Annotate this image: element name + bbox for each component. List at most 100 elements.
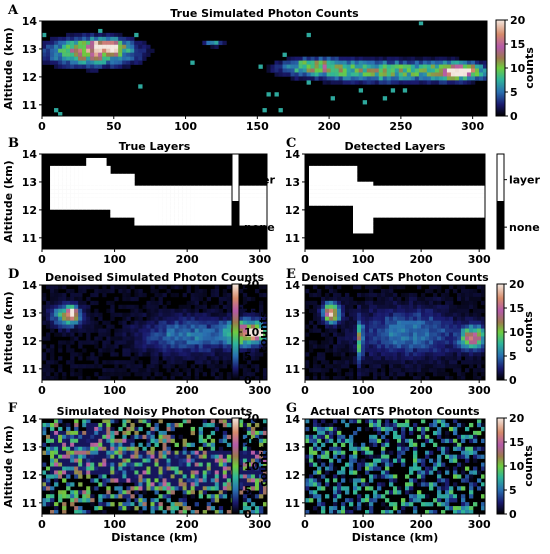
heatmap-cell [90, 33, 94, 37]
heatmap-cell [393, 340, 397, 344]
heatmap-cell [357, 198, 361, 202]
heatmap-cell [90, 423, 94, 427]
heatmap-cell [106, 423, 110, 427]
heatmap-cell [327, 80, 331, 84]
heatmap-cell [211, 213, 215, 217]
heatmap-cell [46, 447, 50, 451]
heatmap-cell [94, 325, 98, 329]
heatmap-cell [461, 372, 465, 376]
heatmap-cell [433, 190, 437, 194]
heatmap-cell [110, 455, 114, 459]
heatmap-cell [473, 205, 477, 209]
heatmap-cell [455, 57, 459, 61]
heatmap-cell [425, 356, 429, 360]
heatmap-cell [353, 486, 357, 490]
heatmap-cell [163, 202, 167, 206]
heatmap-cell [86, 285, 90, 289]
heatmap-cell [357, 372, 361, 376]
heatmap-cell [114, 333, 118, 337]
heatmap-cell [409, 439, 413, 443]
heatmap-cell [227, 221, 231, 225]
heatmap-cell [94, 174, 98, 178]
heatmap-cell [401, 285, 405, 289]
heatmap-cell [429, 301, 433, 305]
heatmap-cell [251, 213, 255, 217]
heatmap-cell [467, 69, 471, 73]
heatmap-cell [223, 439, 227, 443]
heatmap-cell [321, 340, 325, 344]
heatmap-cell [479, 61, 483, 65]
heatmap-cell [323, 80, 327, 84]
heatmap-cell [309, 498, 313, 502]
heatmap-cell [433, 309, 437, 313]
heatmap-cell [329, 423, 333, 427]
heatmap-cell [337, 336, 341, 340]
heatmap-cell [353, 205, 357, 209]
heatmap-cell [62, 194, 66, 198]
heatmap-cell [401, 313, 405, 317]
heatmap-cell [349, 190, 353, 194]
heatmap-cell [401, 423, 405, 427]
heatmap-cell [134, 209, 138, 213]
heatmap-cell [361, 293, 365, 297]
heatmap-cell [413, 459, 417, 463]
heatmap-cell [419, 57, 423, 61]
heatmap-cell [195, 325, 199, 329]
heatmap-cell [167, 333, 171, 337]
heatmap-cell [126, 486, 130, 490]
heatmap-cell [353, 419, 357, 423]
heatmap-cell [187, 321, 191, 325]
heatmap-cell [159, 321, 163, 325]
heatmap-cell [195, 486, 199, 490]
heatmap-cell [329, 198, 333, 202]
heatmap-cell [191, 301, 195, 305]
heatmap-cell [239, 348, 243, 352]
heatmap-cell [391, 69, 395, 73]
heatmap-cell [207, 463, 211, 467]
heatmap-cell [106, 289, 110, 293]
heatmap-cell [425, 305, 429, 309]
heatmap-cell [405, 360, 409, 364]
heatmap-cell [389, 213, 393, 217]
heatmap-cell [195, 205, 199, 209]
heatmap-cell [393, 360, 397, 364]
heatmap-cell [203, 190, 207, 194]
panel-letter: B [8, 136, 19, 151]
heatmap-cell [393, 490, 397, 494]
heatmap-cell [106, 33, 110, 37]
heatmap-cell [219, 506, 223, 510]
heatmap-cell [471, 76, 475, 80]
heatmap-cell [341, 340, 345, 344]
heatmap-cell [179, 486, 183, 490]
heatmap-cell [251, 451, 255, 455]
heatmap-cell [106, 45, 110, 49]
heatmap-cell [335, 72, 339, 76]
heatmap-cell [54, 506, 58, 510]
heatmap-cell [62, 61, 66, 65]
heatmap-cell [373, 474, 377, 478]
heatmap-cell [179, 459, 183, 463]
heatmap-cell [417, 435, 421, 439]
heatmap-cell [195, 329, 199, 333]
heatmap-cell [311, 72, 315, 76]
heatmap-cell [311, 61, 315, 65]
heatmap-cell [207, 364, 211, 368]
heatmap-cell [377, 321, 381, 325]
heatmap-cell [62, 467, 66, 471]
heatmap-cell [106, 490, 110, 494]
heatmap-cell [130, 443, 134, 447]
x-tick-label: 100 [174, 120, 197, 133]
heatmap-cell [227, 305, 231, 309]
heatmap-cell [94, 364, 98, 368]
heatmap-cell [349, 435, 353, 439]
heatmap-cell [167, 463, 171, 467]
heatmap-cell [110, 443, 114, 447]
heatmap-cell [381, 482, 385, 486]
heatmap-cell [66, 205, 70, 209]
heatmap-cell [94, 313, 98, 317]
heatmap-cell [223, 293, 227, 297]
heatmap-cell [421, 186, 425, 190]
heatmap-cell [74, 49, 78, 53]
heatmap-cell [138, 470, 142, 474]
heatmap-cell [243, 344, 247, 348]
